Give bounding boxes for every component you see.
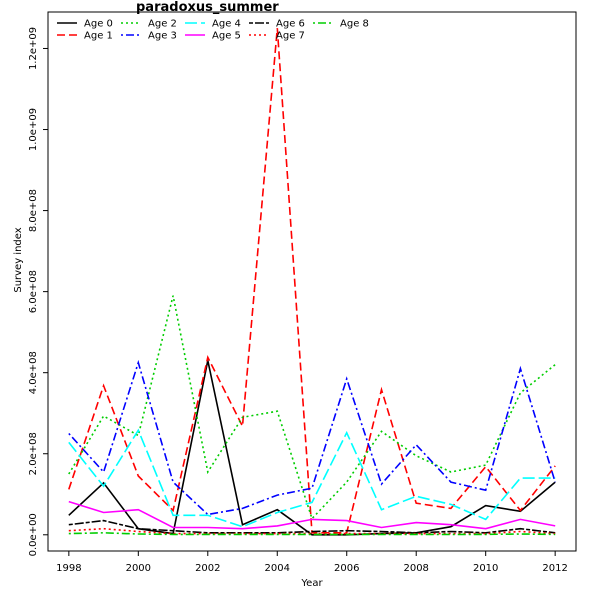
chart-title: paradoxus_summer bbox=[136, 0, 279, 15]
x-tick-label: 2004 bbox=[265, 563, 290, 574]
y-axis-label: Survey index bbox=[13, 227, 24, 292]
x-tick-label: 1998 bbox=[56, 563, 81, 574]
y-tick-label: 6.0e+08 bbox=[28, 270, 39, 313]
x-tick-label: 2012 bbox=[542, 563, 567, 574]
y-tick-label: 1.0e+09 bbox=[28, 108, 39, 151]
legend-label: Age 7 bbox=[276, 31, 305, 42]
series-line-age-6 bbox=[68, 519, 556, 534]
x-axis: 1998 2000 2002 2004 2006 2008 2010 2012 bbox=[56, 551, 568, 574]
legend-label: Age 0 bbox=[84, 19, 113, 30]
series-layer bbox=[68, 28, 556, 536]
legend-label: Age 6 bbox=[276, 19, 305, 30]
series-line-age-0 bbox=[68, 360, 556, 536]
plot-frame bbox=[47, 11, 577, 552]
legend-label: Age 3 bbox=[148, 31, 177, 42]
legend-label: Age 2 bbox=[148, 19, 177, 30]
legend-label: Age 5 bbox=[212, 31, 241, 42]
y-tick-label: 1.2e+09 bbox=[28, 27, 39, 70]
legend-label: Age 1 bbox=[84, 31, 113, 42]
series-line-age-1 bbox=[68, 28, 556, 534]
series-line-age-7 bbox=[68, 527, 556, 535]
x-tick-label: 2010 bbox=[473, 563, 498, 574]
y-tick-label: 8.0e+08 bbox=[28, 189, 39, 232]
y-tick-label: 0.0e+00 bbox=[28, 513, 39, 556]
x-tick-label: 2006 bbox=[334, 563, 359, 574]
series-line-age-8 bbox=[68, 531, 556, 536]
x-tick-label: 2002 bbox=[195, 563, 220, 574]
legend-label: Age 8 bbox=[340, 19, 369, 30]
x-axis-label: Year bbox=[300, 578, 323, 589]
series-line-age-5 bbox=[68, 500, 556, 530]
y-axis: 0.0e+00 2.0e+08 4.0e+08 6.0e+08 8.0e+08 1.0e+… bbox=[28, 27, 48, 556]
series-line-age-4 bbox=[68, 428, 556, 528]
y-tick-label: 4.0e+08 bbox=[28, 351, 39, 394]
x-tick-label: 2000 bbox=[126, 563, 151, 574]
series-line-age-2 bbox=[68, 295, 556, 521]
legend-label: Age 4 bbox=[212, 19, 241, 30]
x-tick-label: 2008 bbox=[403, 563, 428, 574]
y-tick-label: 2.0e+08 bbox=[28, 432, 39, 475]
series-line-age-3 bbox=[68, 359, 556, 516]
